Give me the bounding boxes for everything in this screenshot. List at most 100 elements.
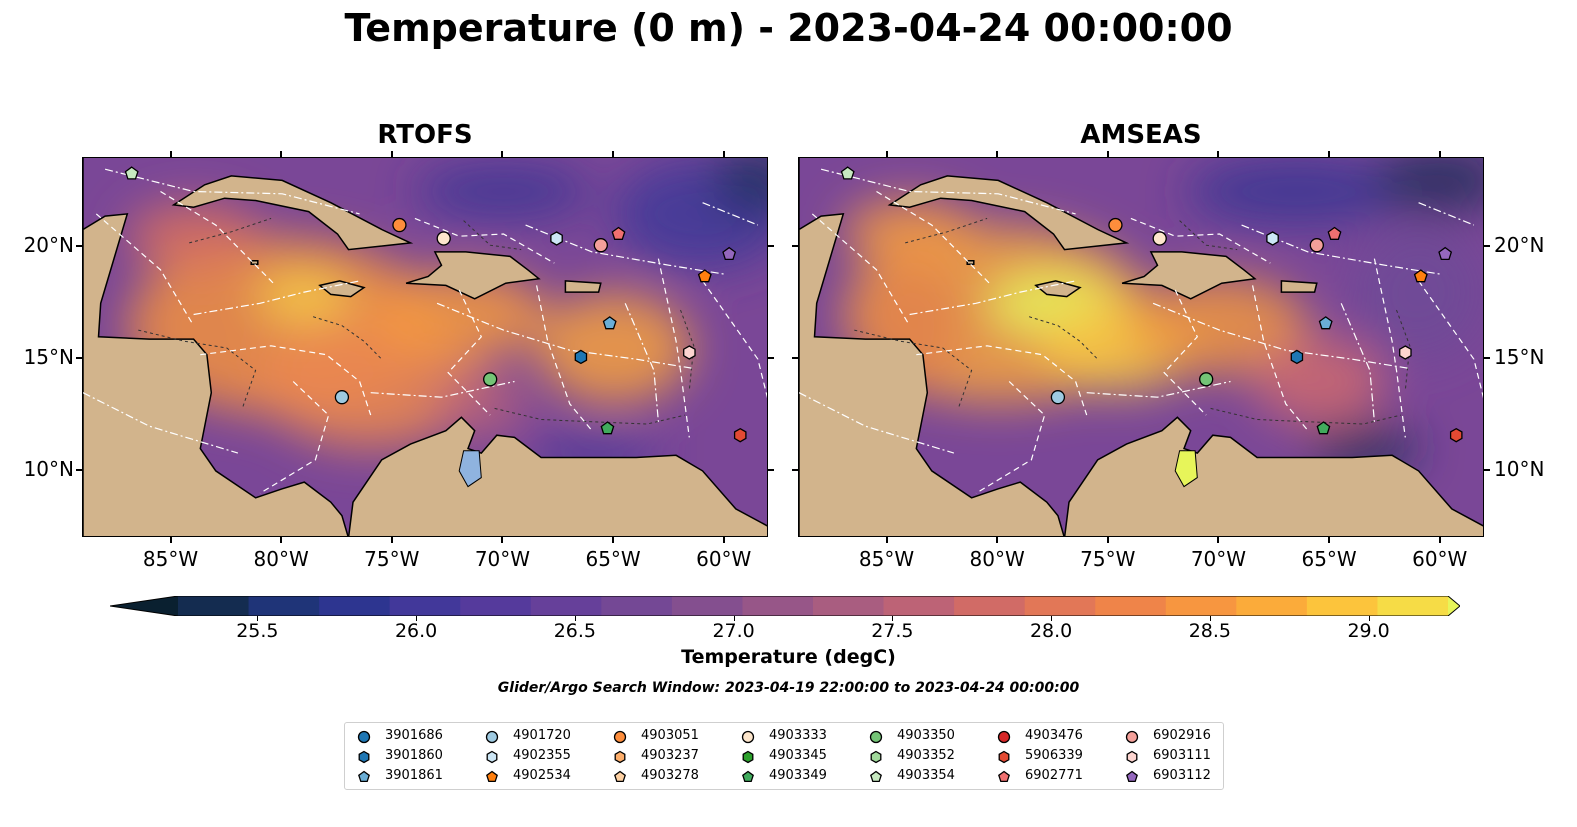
colorbar-segment bbox=[813, 596, 885, 616]
float-position-marker bbox=[840, 166, 855, 180]
colorbar-tick bbox=[892, 616, 894, 621]
colorbar-segment bbox=[954, 596, 1026, 616]
axis-tick bbox=[792, 357, 798, 360]
legend-marker-shape bbox=[614, 750, 626, 764]
legend-marker-shape bbox=[485, 730, 499, 744]
colorbar-segment bbox=[1236, 596, 1308, 616]
lat-tick-label: 20°N bbox=[23, 233, 74, 258]
axis-tick bbox=[76, 357, 82, 360]
float-position-marker bbox=[1199, 372, 1214, 387]
legend-label: 4903354 bbox=[897, 768, 955, 783]
lon-tick-label: 65°W bbox=[1301, 547, 1357, 571]
float-position-marker bbox=[1309, 238, 1324, 253]
axis-tick bbox=[1106, 151, 1109, 157]
legend-marker bbox=[998, 770, 1010, 783]
legend-marker bbox=[357, 730, 371, 744]
float-position-marker bbox=[1050, 390, 1066, 405]
lake-maracaibo bbox=[458, 450, 482, 488]
axis-tick bbox=[280, 537, 283, 543]
lon-tick-label: 85°W bbox=[142, 547, 199, 571]
lat-tick-label: 15°N bbox=[23, 345, 74, 370]
colorbar-tick-label: 26.0 bbox=[394, 620, 438, 642]
map-canvas bbox=[83, 158, 767, 536]
float-position-marker bbox=[436, 231, 451, 246]
colorbar-tick bbox=[416, 616, 418, 621]
landmass bbox=[83, 158, 767, 536]
legend-marker-shape bbox=[1126, 770, 1138, 783]
legend-label: 6902916 bbox=[1153, 728, 1211, 743]
axis-tick bbox=[722, 537, 725, 543]
axis-tick bbox=[792, 245, 798, 248]
float-position-marker bbox=[1290, 349, 1304, 365]
legend-label: 4903278 bbox=[641, 768, 699, 783]
float-position-marker bbox=[683, 345, 696, 360]
float-position-marker bbox=[334, 390, 350, 405]
float-legend: 3901686 3901860 3901861 4901720 4902355 49025… bbox=[344, 722, 1224, 790]
colorbar-segment bbox=[883, 596, 955, 616]
colorbar-segment bbox=[530, 596, 602, 616]
legend-label: 3901860 bbox=[385, 748, 443, 763]
axis-tick bbox=[996, 151, 999, 157]
lon-tick-label: 60°W bbox=[1412, 547, 1468, 571]
float-position-marker bbox=[1266, 231, 1279, 246]
colorbar-segment bbox=[1165, 596, 1237, 616]
legend-marker bbox=[870, 770, 882, 783]
lat-tick-label: 10°N bbox=[23, 456, 74, 481]
legend-marker bbox=[1126, 750, 1138, 764]
axis-tick bbox=[501, 537, 504, 543]
legend-marker-shape bbox=[870, 770, 882, 783]
colorbar-tick bbox=[733, 616, 735, 621]
landmass bbox=[799, 158, 1483, 536]
eez-boundaries bbox=[95, 190, 767, 494]
axis-tick bbox=[792, 468, 798, 471]
search-window-caption: Glider/Argo Search Window: 2023-04-19 22… bbox=[497, 680, 1080, 696]
legend-marker bbox=[1125, 730, 1139, 744]
legend-marker bbox=[614, 770, 626, 783]
axis-tick bbox=[722, 151, 725, 157]
colorbar-tick bbox=[1368, 616, 1370, 621]
legend-label: 4903352 bbox=[897, 748, 955, 763]
legend-label: 4903349 bbox=[769, 768, 827, 783]
legend-marker-shape bbox=[869, 730, 883, 744]
colorbar-segment bbox=[319, 596, 391, 616]
axis-tick bbox=[768, 468, 774, 471]
colorbar-tick-label: 29.0 bbox=[1347, 620, 1390, 642]
legend-marker bbox=[358, 750, 370, 764]
axis-tick bbox=[1328, 151, 1331, 157]
axis-tick bbox=[390, 151, 393, 157]
float-position-marker bbox=[392, 217, 407, 233]
legend-marker bbox=[741, 730, 755, 744]
lon-tick-label: 75°W bbox=[364, 547, 420, 571]
axis-tick bbox=[169, 537, 172, 543]
legend-label: 4902355 bbox=[513, 748, 571, 763]
amseas-map bbox=[798, 157, 1484, 537]
lat-tick-label: 15°N bbox=[1494, 345, 1545, 370]
axis-tick bbox=[280, 151, 283, 157]
float-position-marker bbox=[1438, 246, 1453, 261]
axis-tick bbox=[885, 537, 888, 543]
float-position-marker bbox=[1108, 217, 1123, 233]
colorbar-tick-label: 26.5 bbox=[553, 620, 597, 642]
legend-marker bbox=[742, 750, 754, 764]
colorbar-tick bbox=[574, 616, 576, 621]
legend-marker bbox=[485, 730, 499, 744]
legend-label: 6903112 bbox=[1153, 768, 1211, 783]
legend-label: 5906339 bbox=[1025, 748, 1083, 763]
legend-marker-shape bbox=[614, 770, 626, 783]
legend-marker bbox=[614, 750, 626, 764]
bathymetry-contours bbox=[138, 217, 695, 425]
float-position-marker bbox=[1152, 231, 1167, 246]
legend-marker-shape bbox=[1126, 750, 1138, 764]
legend-marker-shape bbox=[742, 770, 754, 783]
colorbar-segment bbox=[460, 596, 532, 616]
colorbar-segment bbox=[178, 596, 250, 616]
legend-marker-shape bbox=[997, 730, 1011, 744]
axis-tick bbox=[1217, 537, 1220, 543]
legend-marker bbox=[1126, 770, 1138, 783]
legend-marker bbox=[997, 730, 1011, 744]
legend-label: 4903333 bbox=[769, 728, 827, 743]
lat-tick-label: 10°N bbox=[1494, 456, 1545, 481]
colorbar-label: Temperature (degC) bbox=[681, 646, 896, 668]
float-position-marker bbox=[733, 427, 747, 443]
float-position-marker bbox=[722, 246, 737, 261]
